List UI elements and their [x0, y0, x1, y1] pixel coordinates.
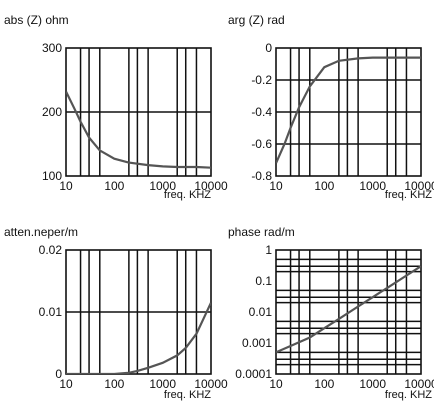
panel-arg-z-title: arg (Z) rad: [228, 13, 285, 27]
panel-abs-z-x-tick-label: 10000: [194, 179, 228, 193]
panel-abs-z-xlabel: freq. KHZ: [164, 189, 211, 201]
panel-arg-z-y-tick-label: -0.2: [251, 73, 272, 87]
panel-arg-z-y-tick-label: -0.8: [251, 169, 272, 183]
panel-atten-series-line: [66, 302, 211, 374]
panel-abs-z-x-tick-label: 10: [59, 179, 73, 193]
panel-phase-xlabel: freq. KHZ: [385, 389, 432, 401]
panel-phase-frame: [275, 249, 422, 375]
panel-arg-z-y-tick-label: 0: [265, 41, 272, 55]
panel-arg-z-y-tick-label: -0.6: [251, 137, 272, 151]
panel-arg-z-plot: 10 100 1000 10000 0 -0.2 -0.4 -0.6 -0.8: [251, 41, 434, 193]
panel-atten-x-tick-label: 100: [104, 377, 124, 391]
panel-atten-title: atten.neper/m: [4, 225, 78, 239]
panel-abs-z-y-tick-label: 100: [42, 169, 62, 183]
panel-phase-y-tick-label: 0.001: [242, 336, 272, 350]
panel-phase-title: phase rad/m: [228, 225, 295, 239]
panel-abs-z-frame: [65, 47, 212, 177]
panel-arg-z: arg (Z) rad freq. KHZ 10 100 1000 10000 0 -0.…: [228, 13, 434, 201]
panel-phase-x-tick-label: 10: [269, 377, 283, 391]
panel-phase-x-tick-label: 10000: [404, 377, 434, 391]
panel-atten-y-tick-label: 0.02: [39, 243, 63, 257]
panel-arg-z-frame: [275, 47, 422, 177]
panel-abs-z-title: abs (Z) ohm: [4, 13, 69, 27]
panel-abs-z-y-tick-label: 300: [42, 41, 62, 55]
panel-abs-z: abs (Z) ohm freq. KHZ 10 100 1000 100001002…: [4, 13, 228, 201]
panel-arg-z-x-tick-label: 100: [314, 179, 334, 193]
panel-phase-y-tick-label: 0.01: [249, 305, 273, 319]
panel-atten-y-tick-label: 0: [55, 367, 62, 381]
panel-atten-x-tick-label: 1000: [149, 377, 176, 391]
panel-phase-x-tick-label: 1000: [359, 377, 386, 391]
panel-phase: phase rad/m freq. KHZ 10 100 1000 10000 1 0.1…: [228, 225, 434, 401]
panel-abs-z-y-tick-label: 200: [42, 105, 62, 119]
panel-atten-x-tick-label: 10: [59, 377, 73, 391]
panel-abs-z-series-line: [66, 91, 211, 169]
panel-arg-z-x-tick-label: 1000: [359, 179, 386, 193]
panel-atten-plot: 10 100 1000 10000 0 0.01 0.02: [39, 243, 228, 391]
panel-phase-plot: 10 100 1000 10000 1 0.1 0.01 0.001 0.0001: [235, 243, 434, 391]
panel-arg-z-x-tick-label: 10: [269, 179, 283, 193]
panel-arg-z-x-tick-label: 10000: [404, 179, 434, 193]
panel-atten-x-tick-label: 10000: [194, 377, 228, 391]
panel-atten: atten.neper/m freq. KHZ 10 100 1000 10000 0 0…: [4, 225, 228, 401]
panel-atten-y-tick-label: 0.01: [39, 305, 63, 319]
panel-phase-y-tick-label: 0.0001: [235, 367, 272, 381]
panel-arg-z-xlabel: freq. KHZ: [385, 189, 432, 201]
panel-atten-frame: [65, 249, 212, 375]
panel-abs-z-x-tick-label: 100: [104, 179, 124, 193]
panel-abs-z-x-tick-label: 1000: [149, 179, 176, 193]
panel-phase-x-tick-label: 100: [314, 377, 334, 391]
panel-atten-xlabel: freq. KHZ: [164, 389, 211, 401]
panel-phase-y-tick-label: 1: [265, 243, 272, 257]
panel-phase-series-line: [276, 265, 421, 354]
panel-arg-z-series-line: [276, 56, 421, 164]
panel-arg-z-y-tick-label: -0.4: [251, 105, 272, 119]
panel-phase-y-tick-label: 0.1: [255, 274, 272, 288]
